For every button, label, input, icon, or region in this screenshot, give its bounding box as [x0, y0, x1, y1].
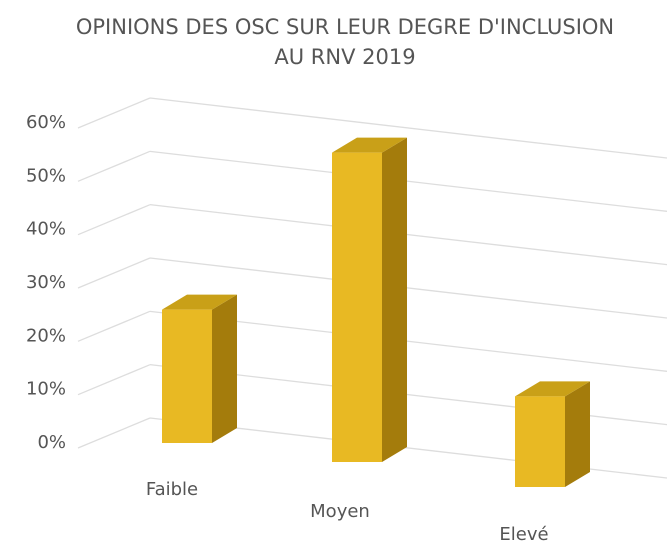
grid-line	[149, 204, 667, 266]
grid-line	[77, 417, 151, 449]
x-tick-label: Elevé	[499, 524, 548, 545]
chart-title: AU RNV 2019	[274, 45, 415, 69]
y-tick-label: 0%	[37, 432, 66, 453]
grid-line	[77, 310, 151, 342]
y-tick-label: 30%	[26, 272, 66, 293]
bar-side	[382, 137, 407, 462]
bar-side	[565, 381, 590, 487]
grid-line	[77, 257, 151, 289]
bar-front	[515, 396, 565, 487]
y-tick-label: 10%	[26, 379, 66, 400]
grid-line	[149, 97, 667, 159]
bar-top	[332, 137, 407, 153]
chart-title: OPINIONS DES OSC SUR LEUR DEGRE D'INCLUS…	[76, 15, 614, 39]
x-tick-label: Moyen	[310, 501, 370, 522]
y-tick-label: 20%	[26, 325, 66, 346]
bar-front	[162, 309, 212, 443]
x-tick-label: Faible	[146, 479, 198, 500]
y-tick-label: 50%	[26, 165, 66, 186]
y-tick-label: 60%	[26, 112, 66, 133]
bar	[162, 294, 237, 443]
bar-front	[332, 152, 382, 462]
grid-line	[77, 97, 151, 129]
grid-line	[77, 204, 151, 236]
bar-top	[515, 381, 590, 397]
grid-line	[149, 257, 667, 319]
bar-top	[162, 294, 237, 310]
bar-side	[212, 294, 237, 443]
grid-line	[77, 150, 151, 182]
y-tick-label: 40%	[26, 219, 66, 240]
bar	[332, 137, 407, 462]
grid-line	[149, 150, 667, 212]
grid-line	[77, 364, 151, 396]
bar	[515, 381, 590, 487]
